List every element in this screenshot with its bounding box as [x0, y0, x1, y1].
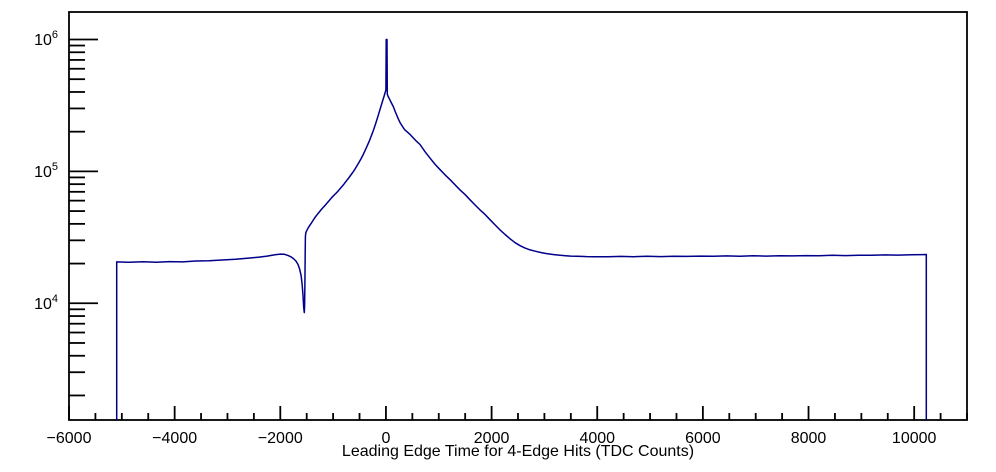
x-axis-tick-label: 10000 — [892, 430, 937, 447]
x-axis-title: Leading Edge Time for 4-Edge Hits (TDC C… — [341, 443, 695, 460]
y-axis-tick-label: 105 — [34, 161, 58, 181]
x-axis-tick-label: 6000 — [685, 430, 721, 447]
x-axis-tick-label: −2000 — [258, 430, 303, 447]
plot-frame — [68, 11, 968, 421]
histogram-curve — [115, 38, 928, 420]
y-axis-tick-label: 104 — [34, 293, 58, 313]
x-axis-tick-label: 0 — [381, 430, 390, 447]
x-axis-tick-label: −4000 — [152, 430, 197, 447]
x-axis-tick-label: 2000 — [474, 430, 510, 447]
x-axis-tick-label: −6000 — [47, 430, 92, 447]
x-axis-tick-label: 8000 — [791, 430, 827, 447]
y-axis-tick-label: 106 — [34, 29, 58, 49]
x-axis-tick-label: 4000 — [579, 430, 615, 447]
